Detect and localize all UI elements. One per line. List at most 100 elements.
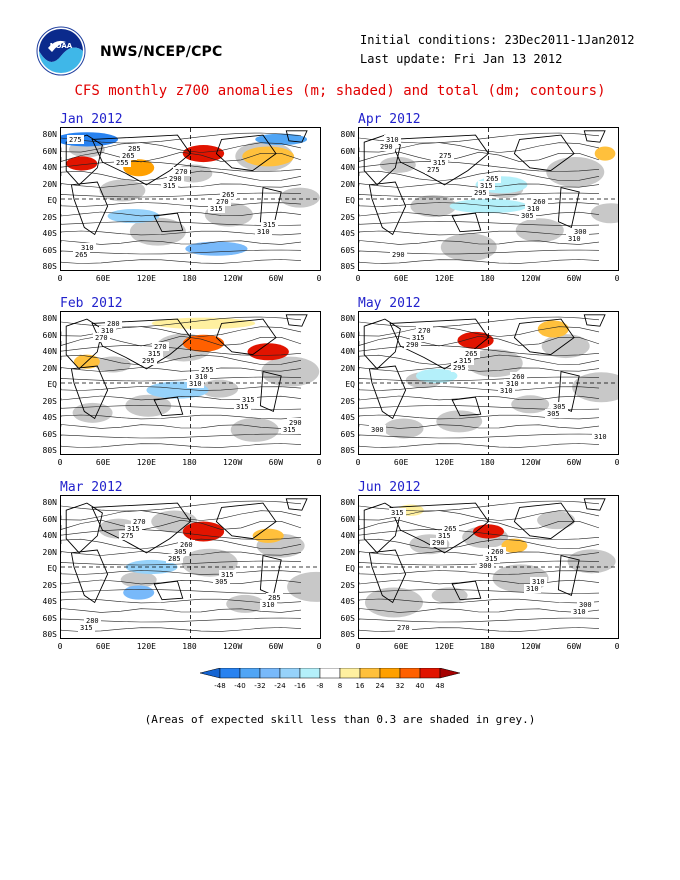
- longitude-label: 0: [57, 274, 63, 283]
- contour-label-bg: [431, 158, 448, 167]
- coastline: [363, 502, 401, 554]
- contour-label: 310: [262, 601, 275, 609]
- latitude-label: EQ: [47, 564, 57, 573]
- contour-label-bg: [451, 363, 468, 372]
- contour-label: 265: [75, 251, 88, 259]
- map-panel-apr-2012: 290 275 295 305 310 310 315 315 310 300 290 275 265 2…: [358, 127, 619, 271]
- low-skill-area: [572, 372, 618, 403]
- contour-label-bg: [483, 554, 500, 563]
- contour-line: [359, 240, 600, 245]
- contour-label-bg: [219, 570, 236, 579]
- contour-label-bg: [261, 220, 278, 229]
- contour-line: [359, 230, 600, 236]
- contour-label: 275: [69, 136, 82, 144]
- contour-label: 260: [491, 548, 504, 556]
- contour-label-bg: [395, 623, 412, 632]
- contour-label-bg: [463, 349, 480, 358]
- contour-line: [61, 608, 302, 613]
- contour-label: 270: [175, 168, 188, 176]
- anomaly-region: [415, 368, 458, 383]
- contour-label: 310: [527, 205, 540, 213]
- longitude-label: 120W: [521, 274, 541, 283]
- latitude-label: 80S: [340, 630, 355, 639]
- longitude-label: 120W: [521, 458, 541, 467]
- contour-line: [359, 345, 600, 356]
- contour-label: 310: [526, 585, 539, 593]
- contour-label: 300: [574, 228, 587, 236]
- longitude-label: 180: [182, 274, 197, 283]
- low-skill-area: [537, 511, 576, 530]
- coastline: [153, 396, 184, 417]
- contour-label-bg: [566, 234, 583, 243]
- latitude-label: 20N: [340, 179, 355, 189]
- contour-label-bg: [571, 607, 588, 616]
- latitude-label: 40N: [42, 531, 57, 540]
- contour-label-bg: [140, 356, 157, 365]
- contour-line: [359, 560, 600, 566]
- coastline: [451, 580, 482, 601]
- contour-label: 315: [438, 532, 451, 540]
- contour-line: [61, 386, 302, 391]
- latitude-label: 60N: [340, 330, 355, 340]
- coastline: [285, 314, 308, 327]
- contour-label: 310: [532, 578, 545, 586]
- coastline: [70, 549, 109, 604]
- latitude-label: 20S: [340, 396, 355, 406]
- contour-label-bg: [214, 197, 231, 206]
- longitude-label: 60E: [393, 642, 409, 651]
- contour-label: 265: [444, 525, 457, 533]
- colorbar-swatch: [399, 668, 421, 679]
- coastline: [285, 130, 308, 143]
- contour-line: [359, 326, 600, 337]
- colorbar-swatch: [419, 668, 441, 679]
- contour-line: [61, 443, 302, 448]
- map-panel-jun-2012: 290 300 310 310 315 315 315 310 300 270 265 260: [358, 495, 619, 639]
- latitude-label: 80S: [340, 262, 355, 271]
- contour-line: [359, 192, 600, 198]
- low-skill-area: [410, 195, 457, 218]
- contour-label: 280: [107, 320, 120, 328]
- coastline: [368, 549, 407, 604]
- contour-line: [61, 424, 302, 429]
- colorbar-label: 24: [376, 682, 385, 690]
- contour-line: [61, 510, 302, 521]
- contour-label-bg: [73, 250, 90, 259]
- last-update-text: Last update: Fri Jan 13 2012: [360, 52, 563, 66]
- contour-line: [61, 405, 302, 410]
- contour-label: 280: [86, 617, 99, 625]
- latitude-label: 20N: [42, 547, 57, 557]
- panel-title: Feb 2012: [60, 296, 123, 311]
- contour-line: [359, 627, 600, 632]
- longitude-label: 60W: [268, 458, 284, 467]
- contour-label: 260: [533, 198, 546, 206]
- contour-label-bg: [234, 402, 251, 411]
- anomaly-region: [151, 317, 256, 330]
- contour-label-bg: [213, 577, 230, 586]
- low-skill-area: [72, 402, 113, 423]
- contour-label: 295: [474, 189, 487, 197]
- low-skill-area: [364, 587, 423, 618]
- longitude-label: 60E: [393, 458, 409, 467]
- anomaly-region: [185, 241, 248, 256]
- longitude-label: 0: [614, 642, 620, 651]
- coastline: [451, 212, 482, 233]
- longitude-label: 120E: [136, 458, 156, 467]
- longitude-label: 0: [316, 642, 322, 651]
- colorbar-label: -16: [294, 682, 306, 690]
- contour-label: 285: [268, 594, 281, 602]
- anomaly-region: [247, 343, 289, 361]
- longitude-label: 0: [57, 458, 63, 467]
- latitude-label: 20S: [42, 396, 57, 406]
- contour-label: 310: [257, 228, 270, 236]
- contour-label: 310: [386, 136, 399, 144]
- longitude-label: 120E: [434, 274, 454, 283]
- coastline: [368, 365, 407, 420]
- contour-line: [61, 132, 302, 144]
- colorbar-label: -48: [214, 682, 225, 690]
- coastline: [91, 318, 192, 370]
- latitude-label: 80N: [42, 498, 57, 507]
- contour-label-bg: [457, 356, 474, 365]
- contour-label-bg: [425, 165, 442, 174]
- contour-line: [61, 240, 302, 245]
- longitude-label: 120E: [136, 274, 156, 283]
